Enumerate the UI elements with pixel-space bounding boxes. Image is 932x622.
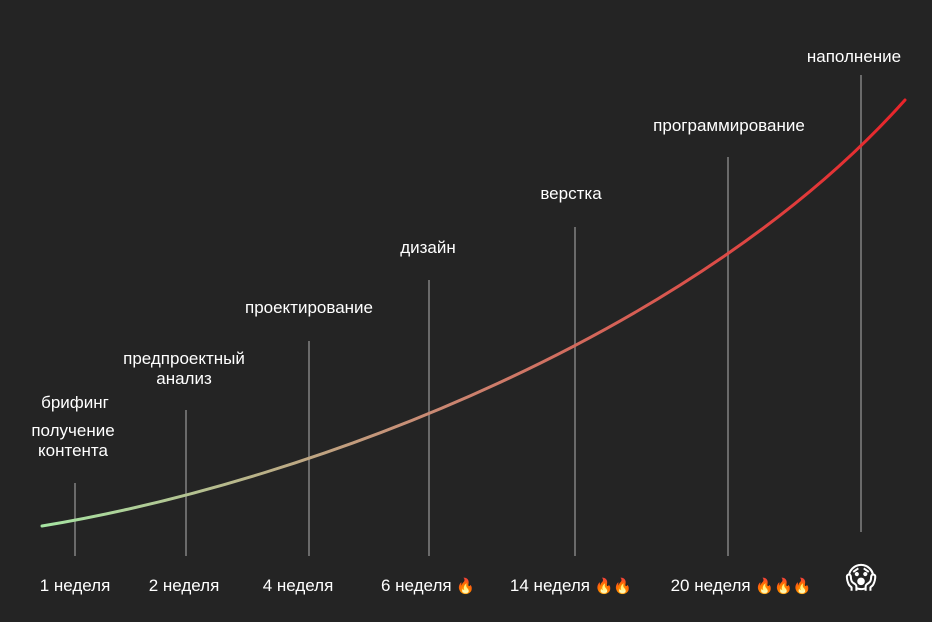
stage-label-design: дизайн	[400, 238, 456, 257]
fire-icon: 🔥🔥🔥	[755, 578, 812, 595]
stage-label-programming: программирование	[653, 116, 805, 135]
screaming-face-icon: 😱	[845, 562, 877, 595]
week-label-4: 4 неделя	[262, 576, 334, 595]
stage-label-filling: наполнение	[806, 47, 902, 66]
week-label-2: 2 неделя	[148, 576, 220, 595]
fire-icon: 🔥🔥	[594, 578, 633, 595]
stage-label-design-planning: проектирование	[244, 298, 374, 317]
stage-label-preproject: предпроектный анализ	[123, 349, 245, 388]
week-label-6: 6 неделя 🔥	[380, 576, 476, 595]
stage-label-markup: верстка	[540, 184, 602, 203]
stage-label-briefing: брифинг	[41, 393, 109, 412]
week-label-14: 14 неделя 🔥🔥	[509, 576, 633, 595]
growth-curve	[40, 98, 907, 528]
week-label-1: 1 неделя	[39, 576, 111, 595]
fire-icon: 🔥	[456, 578, 476, 595]
stage-label-content: получение контента	[31, 421, 115, 460]
week-label-20: 20 неделя 🔥🔥🔥	[670, 576, 812, 595]
